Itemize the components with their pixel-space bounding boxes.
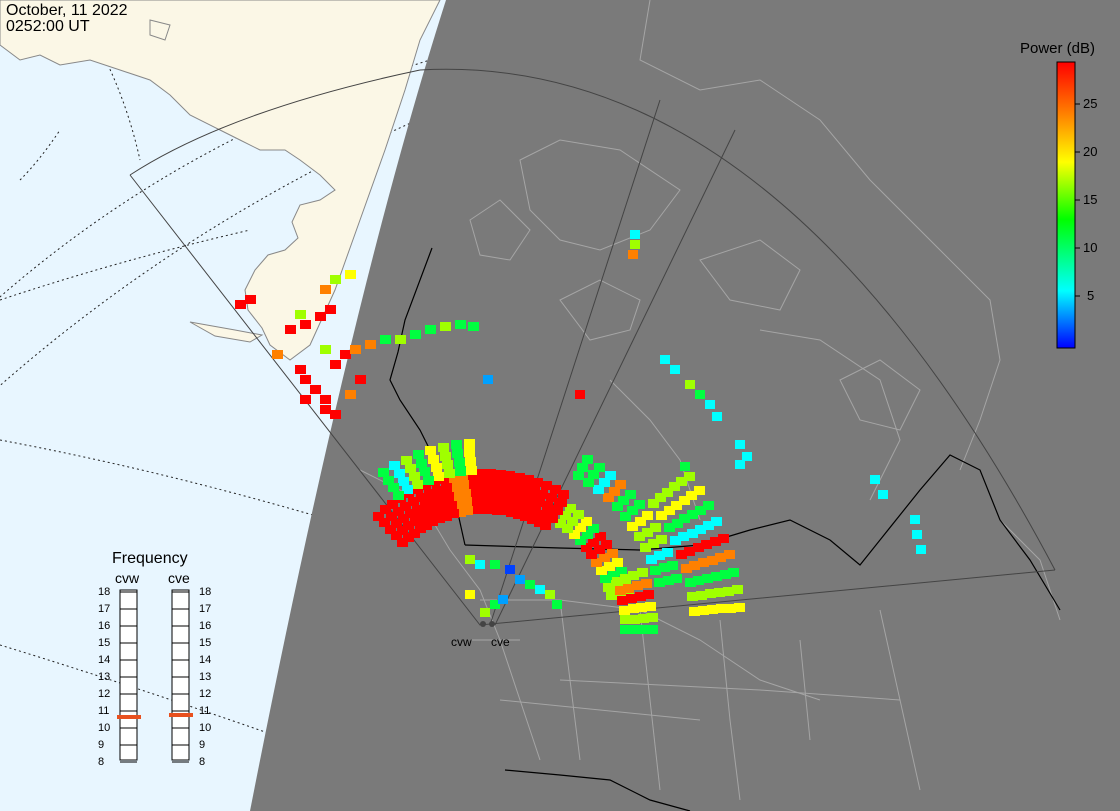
freq-tick-lines xyxy=(120,591,189,763)
freq-scale-number: 15 xyxy=(199,637,212,649)
freq-radar-label-cvw: cvw xyxy=(115,570,140,586)
freq-bar-cvw xyxy=(119,589,138,761)
freq-scale-number: 14 xyxy=(98,654,111,666)
freq-scale-number: 18 xyxy=(98,586,111,598)
freq-scale-number: 11 xyxy=(199,705,211,717)
radar-site-cve xyxy=(489,621,495,627)
freq-scale-number: 17 xyxy=(199,603,212,615)
date-label: October, 11 2022 xyxy=(6,2,128,19)
freq-scale-number: 12 xyxy=(98,688,111,700)
freq-scale-number: 11 xyxy=(98,705,110,717)
radar-label-cve: cve xyxy=(491,635,510,649)
radar-site-cvw xyxy=(480,621,486,627)
frequency-title: Frequency xyxy=(112,550,188,567)
freq-scale-number: 16 xyxy=(98,620,111,632)
colorbar-tick-label: 25 xyxy=(1083,96,1098,111)
freq-scale-number: 13 xyxy=(98,671,111,683)
freq-marker-cve xyxy=(169,713,193,717)
freq-radar-label-cve: cve xyxy=(168,570,190,586)
freq-scale-number: 10 xyxy=(199,722,212,734)
alaska-land xyxy=(0,0,441,361)
freq-marker-cvw xyxy=(117,715,141,719)
colorbar-tick-label: 10 xyxy=(1083,240,1098,255)
radar-label-cvw: cvw xyxy=(451,635,472,649)
freq-bar-cve xyxy=(171,589,190,761)
freq-scale-number: 13 xyxy=(199,671,212,683)
freq-scale-number: 8 xyxy=(199,756,206,768)
time-label: 0252:00 UT xyxy=(6,18,90,35)
colorbar-ticks xyxy=(1075,103,1080,297)
freq-scale-number: 8 xyxy=(98,756,105,768)
freq-scale-number: 18 xyxy=(199,586,212,598)
freq-scale-number: 16 xyxy=(199,620,212,632)
freq-scale-number: 9 xyxy=(98,739,105,751)
radar-fov xyxy=(129,68,1056,626)
freq-scale-number: 10 xyxy=(98,722,111,734)
colorbar-title: Power (dB) xyxy=(1020,40,1096,57)
freq-scale-number: 9 xyxy=(199,739,206,751)
power-colorbar xyxy=(1056,61,1076,349)
freq-scale-number: 14 xyxy=(199,654,212,666)
backscatter-cells xyxy=(235,230,926,634)
colorbar-tick-label: 15 xyxy=(1083,192,1098,207)
freq-scale-number: 15 xyxy=(98,637,111,649)
colorbar-tick-label: 20 xyxy=(1083,144,1098,159)
freq-scale-number: 17 xyxy=(98,603,111,615)
freq-scale-number: 12 xyxy=(199,688,212,700)
colorbar-tick-label: 5 xyxy=(1087,288,1095,303)
